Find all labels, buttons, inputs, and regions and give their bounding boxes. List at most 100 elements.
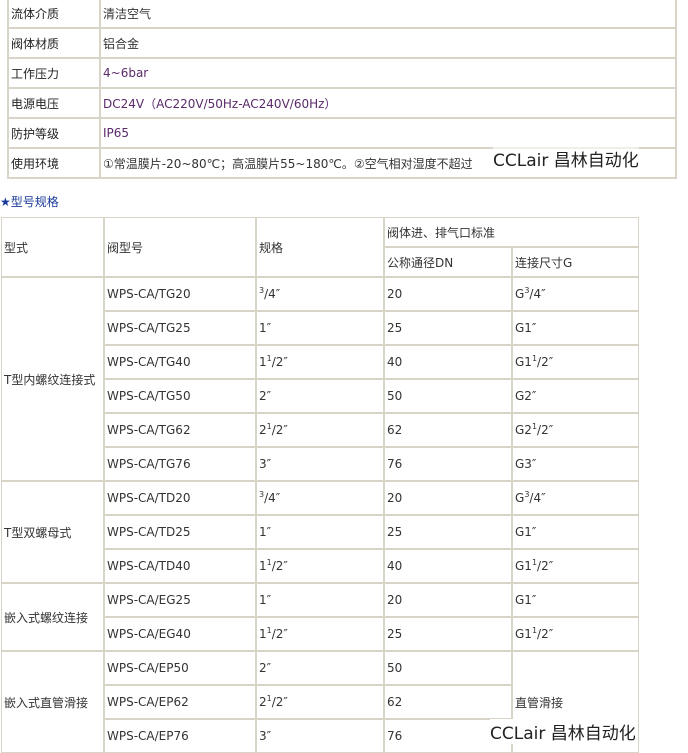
spec-pre: 1 [259, 355, 267, 369]
dn-cell: 20 [384, 481, 512, 515]
spec-cell: 3″ [256, 447, 384, 481]
property-label: 防护等级 [8, 118, 100, 148]
header-dn: 公称通径DN [384, 247, 512, 277]
model-cell: WPS-CA/TG76 [104, 447, 256, 481]
spec-pre: G [515, 287, 525, 301]
spec-cell: 2″ [256, 379, 384, 413]
spec-cell: 1″ [256, 311, 384, 345]
spec-pre: 3″ [259, 729, 272, 743]
table-row: WPS-CA/EG40 11/2″ 25 G11/2″ [1, 617, 639, 651]
spec-cell: 21/2″ [256, 685, 384, 719]
model-cell: WPS-CA/TG50 [104, 379, 256, 413]
property-row: 电源电压 DC24V（AC220V/50Hz-AC240V/60Hz） [8, 88, 676, 118]
spec-post: /4″ [529, 491, 546, 505]
spec-pre: 3″ [259, 457, 272, 471]
g-cell: G11/2″ [512, 549, 639, 583]
table-row: WPS-CA/EP62 21/2″ 62 [1, 685, 639, 719]
model-cell: WPS-CA/EP50 [104, 651, 256, 685]
header-group: 阀体进、排气口标准 [384, 217, 639, 247]
property-label: 工作压力 [8, 58, 100, 88]
spec-pre: G2 [515, 423, 532, 437]
spec-pre: G1″ [515, 321, 537, 335]
property-label: 流体介质 [8, 0, 100, 28]
spec-cell: 2″ [256, 651, 384, 685]
dn-cell: 20 [384, 277, 512, 311]
type-cell: T型双螺母式 [1, 481, 104, 583]
watermark: CCLair 昌林自动化 [490, 719, 636, 744]
model-cell: WPS-CA/TG20 [104, 277, 256, 311]
spec-pre: G1 [515, 559, 532, 573]
spec-sup: 1 [531, 422, 538, 431]
dn-cell: 50 [384, 651, 512, 685]
property-value: 4~6bar [100, 58, 676, 88]
spec-pre: G1 [515, 355, 532, 369]
spec-pre: 2 [259, 695, 267, 709]
table-row: 嵌入式直管滑接 WPS-CA/EP50 2″ 50 直管滑接 [1, 651, 639, 753]
spec-sup: 1 [531, 626, 538, 635]
spec-pre: 1 [259, 627, 267, 641]
model-cell: WPS-CA/EG40 [104, 617, 256, 651]
header-spec: 规格 [256, 217, 384, 277]
g-cell: G3/4″ [512, 481, 639, 515]
spec-cell: 1″ [256, 515, 384, 549]
spec-cell: 11/2″ [256, 549, 384, 583]
g-cell: G2″ [512, 379, 639, 413]
spec-sup: 3 [259, 286, 265, 295]
table-row: WPS-CA/TD40 11/2″ 40 G11/2″ [1, 549, 639, 583]
spec-post: /2″ [271, 423, 288, 437]
watermark: CCLair 昌林自动化 [493, 146, 639, 171]
property-label: 电源电压 [8, 88, 100, 118]
spec-post: /4″ [529, 287, 546, 301]
property-value: ①常温膜片-20~80℃；高温膜片55~180℃。②空气相对湿度不超过 [100, 148, 676, 178]
dn-cell: 62 [384, 413, 512, 447]
g-cell: G3/4″ [512, 277, 639, 311]
spec-post: /2″ [271, 695, 288, 709]
dn-cell: 20 [384, 583, 512, 617]
g-cell: G11/2″ [512, 617, 639, 651]
spec-sup: 1 [266, 422, 272, 431]
spec-sup: 1 [531, 354, 538, 363]
header-g: 连接尺寸G [512, 247, 639, 277]
dn-cell: 50 [384, 379, 512, 413]
g-cell: G1″ [512, 311, 639, 345]
spec-pre: G1″ [515, 525, 537, 539]
spec-sup: 3 [524, 490, 530, 499]
property-value: DC24V（AC220V/50Hz-AC240V/60Hz） [100, 88, 676, 118]
header-row: 型式 阀型号 规格 阀体进、排气口标准 [1, 217, 639, 277]
spec-cell: 11/2″ [256, 345, 384, 379]
g-cell: G1″ [512, 583, 639, 617]
model-cell: WPS-CA/TG40 [104, 345, 256, 379]
spec-cell: 3/4″ [256, 277, 384, 311]
g-cell: G21/2″ [512, 413, 639, 447]
spec-pre: 1″ [259, 321, 272, 335]
spec-cell: 21/2″ [256, 413, 384, 447]
spec-pre: 1 [259, 559, 267, 573]
spec-post: /2″ [271, 627, 288, 641]
property-row: 流体介质 清洁空气 [8, 0, 676, 28]
dn-cell: 25 [384, 311, 512, 345]
dn-cell: 62 [384, 685, 512, 719]
spec-pre: 2 [259, 423, 267, 437]
spec-pre: 2″ [259, 389, 272, 403]
spec-cell: 3/4″ [256, 481, 384, 515]
spec-post: /2″ [537, 423, 554, 437]
table-row: T型双螺母式 WPS-CA/TD20 3/4″ 20 G3/4″ [1, 481, 639, 583]
spec-sup: 1 [266, 626, 272, 635]
table-row: WPS-CA/TG62 21/2″ 62 G21/2″ [1, 413, 639, 447]
property-label: 使用环境 [8, 148, 100, 178]
table-row: WPS-CA/TG50 2″ 50 G2″ [1, 379, 639, 413]
spec-post: /2″ [271, 355, 288, 369]
model-cell: WPS-CA/TD20 [104, 481, 256, 515]
spec-pre: G2″ [515, 389, 537, 403]
spec-sup: 1 [266, 558, 272, 567]
spec-pre: 1″ [259, 593, 272, 607]
spec-sup: 3 [259, 490, 265, 499]
model-cell: WPS-CA/TD40 [104, 549, 256, 583]
spec-table: 型式 阀型号 规格 阀体进、排气口标准 公称通径DN 连接尺寸G T型内螺纹连接… [1, 217, 639, 753]
table-row: WPS-CA/TD25 1″ 25 G1″ [1, 515, 639, 549]
spec-sup: 1 [266, 354, 272, 363]
spec-post: /2″ [271, 559, 288, 573]
model-cell: WPS-CA/EP62 [104, 685, 256, 719]
properties-table: 流体介质 清洁空气 阀体材质 铝合金 工作压力 4~6bar 电源电压 DC24V（AC220… [7, 0, 677, 179]
spec-pre: 2″ [259, 661, 272, 675]
